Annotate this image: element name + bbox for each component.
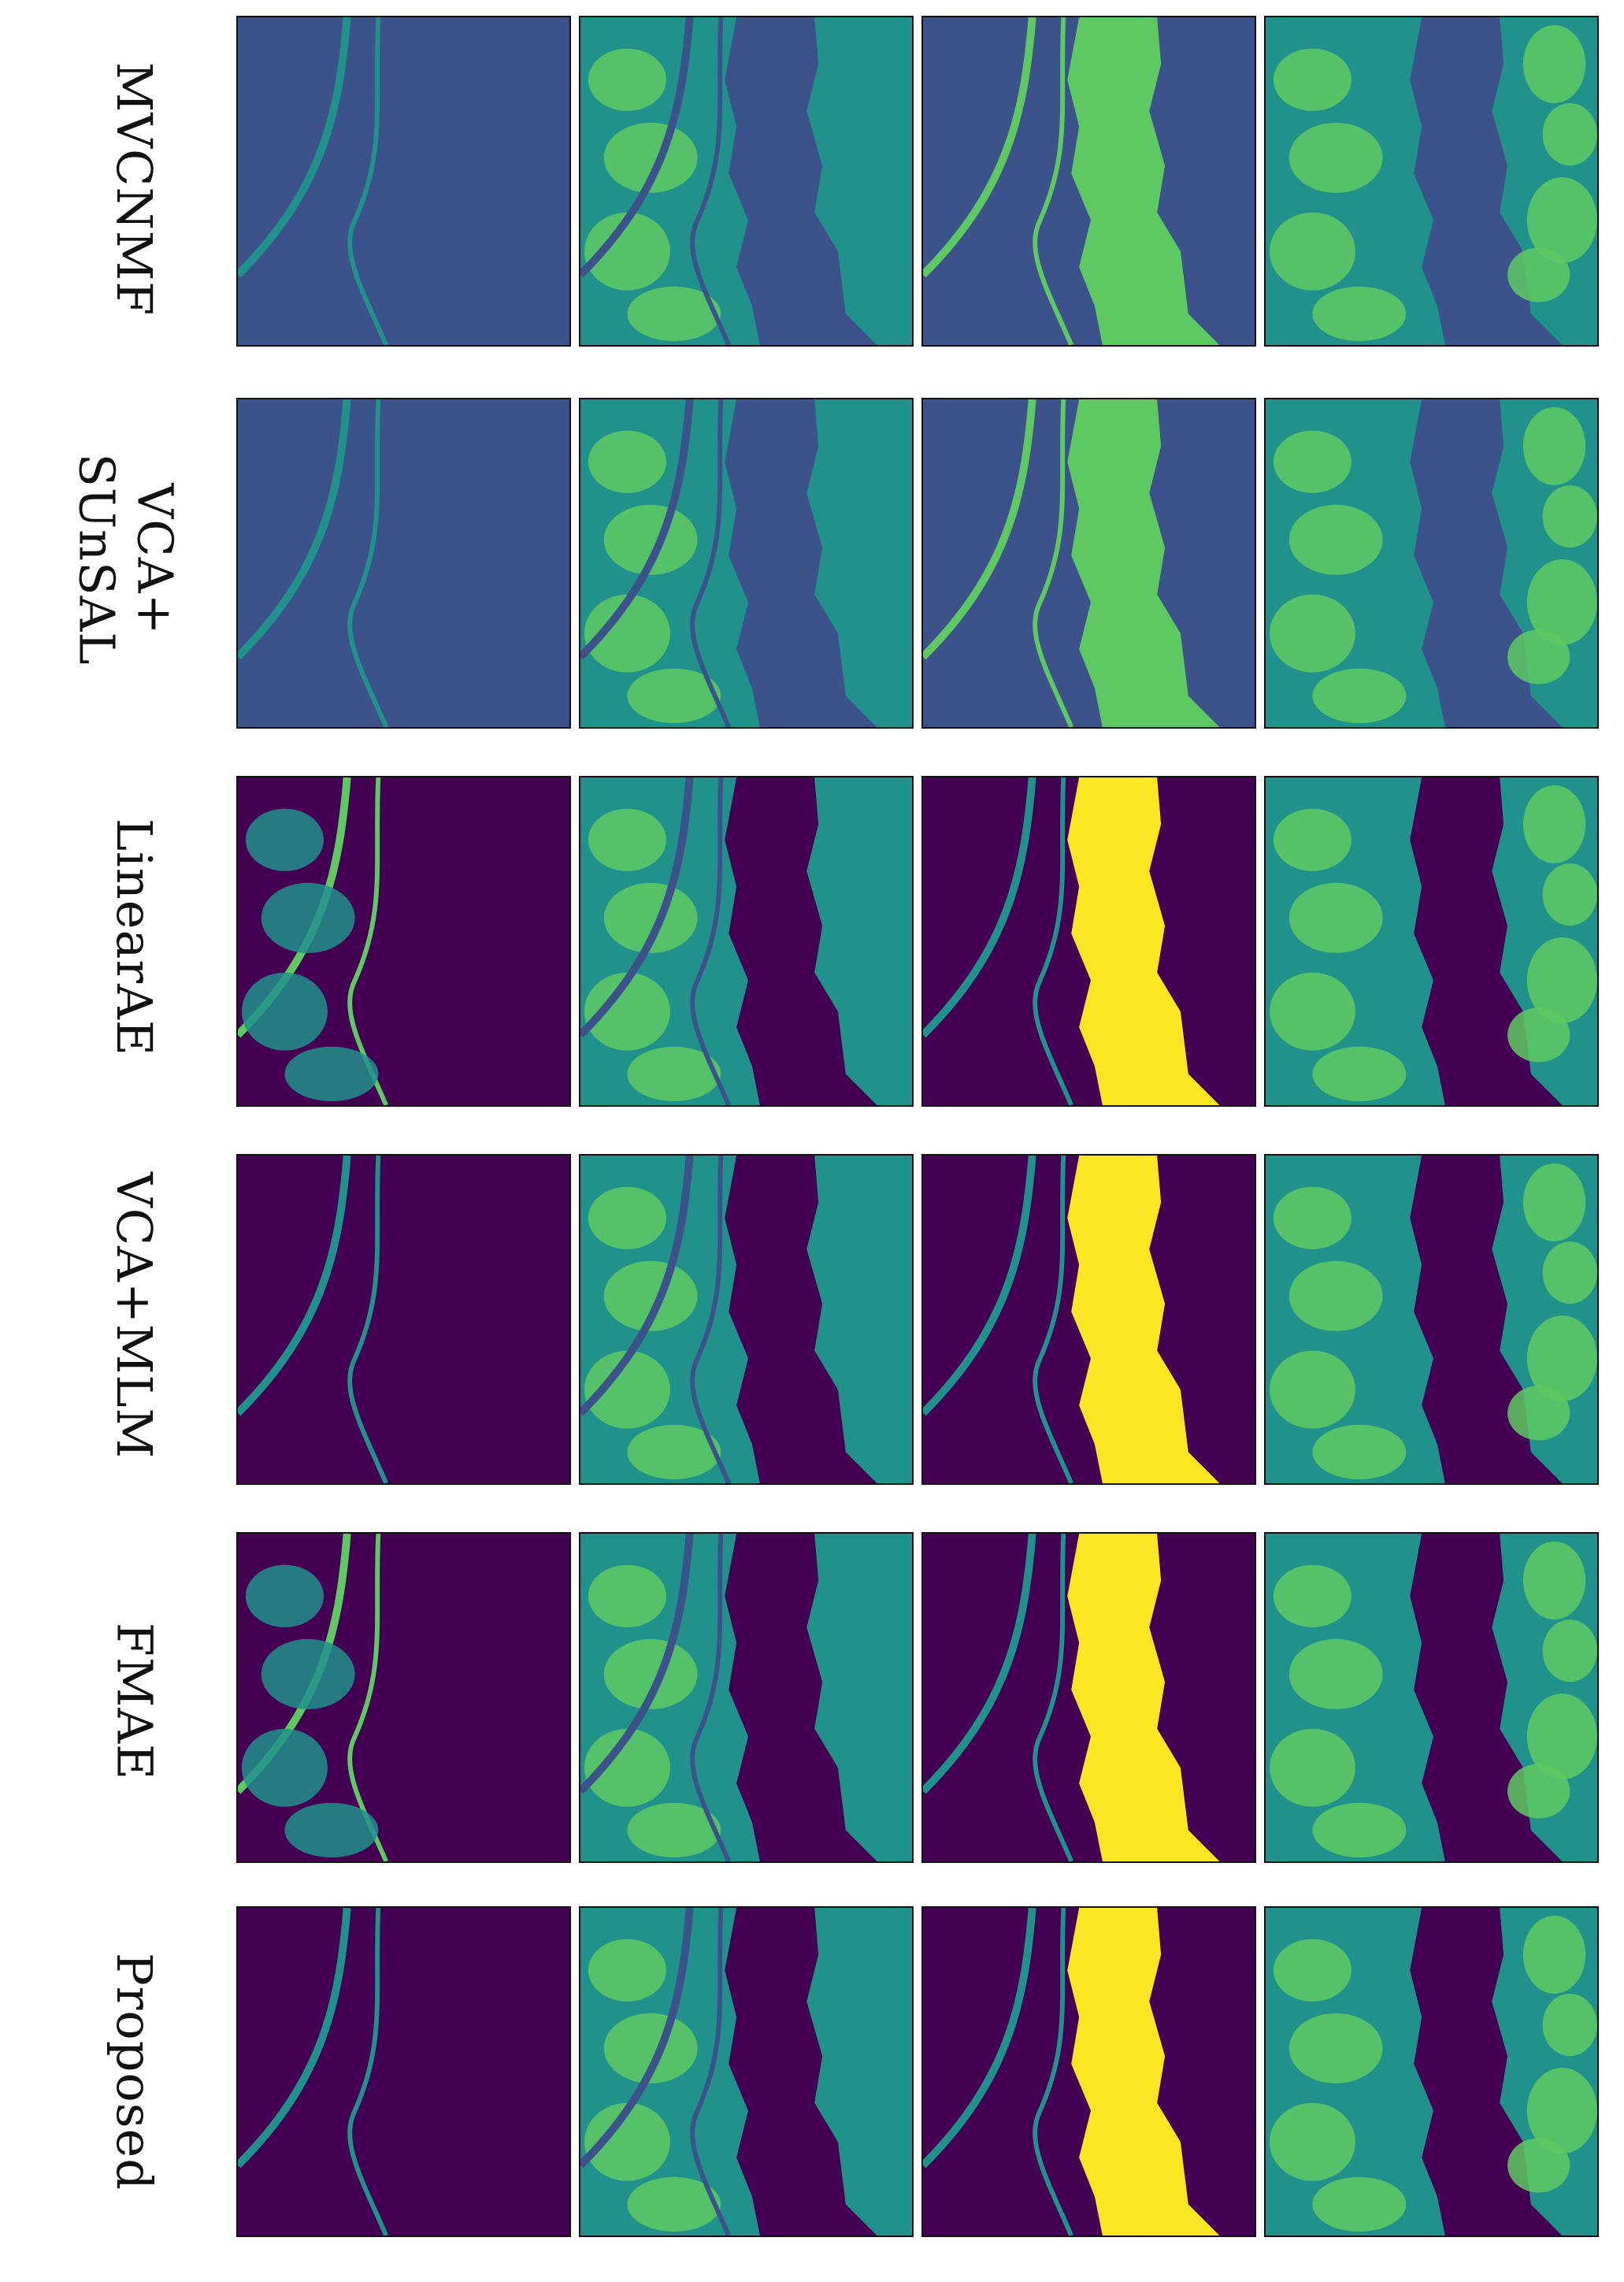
abundance-map-1 bbox=[236, 398, 571, 729]
abundance-map-4 bbox=[1264, 776, 1599, 1107]
abundance-map-3 bbox=[921, 1532, 1256, 1863]
row-label-line-1: VCA+ bbox=[127, 483, 185, 636]
abundance-map-1 bbox=[236, 1154, 571, 1485]
abundance-map-4 bbox=[1264, 1906, 1599, 2237]
abundance-map-1 bbox=[236, 776, 571, 1107]
abundance-map-2 bbox=[579, 1532, 914, 1863]
abundance-map-3 bbox=[921, 1906, 1256, 2237]
abundance-map-3 bbox=[921, 1154, 1256, 1485]
row-label-text: FMAE bbox=[106, 1622, 164, 1781]
row-label-line-2: SUnSAL bbox=[69, 453, 127, 666]
abundance-map-1 bbox=[236, 1906, 571, 2237]
row-label-text: MVCNMF bbox=[106, 61, 164, 317]
row-label-text: Proposed bbox=[106, 1953, 163, 2191]
row-label-vca-mlm: VCA+MLM bbox=[95, 1150, 173, 1481]
abundance-map-2 bbox=[579, 1906, 914, 2237]
abundance-map-4 bbox=[1264, 1532, 1599, 1863]
row-label-text: LinearAE bbox=[106, 818, 164, 1057]
abundance-map-2 bbox=[579, 776, 914, 1107]
abundance-map-3 bbox=[921, 776, 1256, 1107]
abundance-map-2 bbox=[579, 16, 914, 347]
abundance-map-4 bbox=[1264, 398, 1599, 729]
row-label-fmae: FMAE bbox=[95, 1536, 173, 1867]
abundance-map-4 bbox=[1264, 1154, 1599, 1485]
row-label-vca-sunsal: VCA+ SUnSAL bbox=[47, 394, 205, 725]
abundance-map-1 bbox=[236, 16, 571, 347]
row-label-linearae: LinearAE bbox=[95, 772, 173, 1103]
row-label-proposed: Proposed bbox=[95, 1906, 173, 2237]
row-label-mvcnmf: MVCNMF bbox=[95, 32, 173, 347]
abundance-map-3 bbox=[921, 16, 1256, 347]
abundance-map-3 bbox=[921, 398, 1256, 729]
abundance-map-1 bbox=[236, 1532, 571, 1863]
abundance-map-2 bbox=[579, 1154, 914, 1485]
row-label-text: VCA+ SUnSAL bbox=[68, 453, 184, 665]
row-label-text: VCA+MLM bbox=[106, 1171, 164, 1460]
abundance-map-4 bbox=[1264, 16, 1599, 347]
abundance-map-2 bbox=[579, 398, 914, 729]
